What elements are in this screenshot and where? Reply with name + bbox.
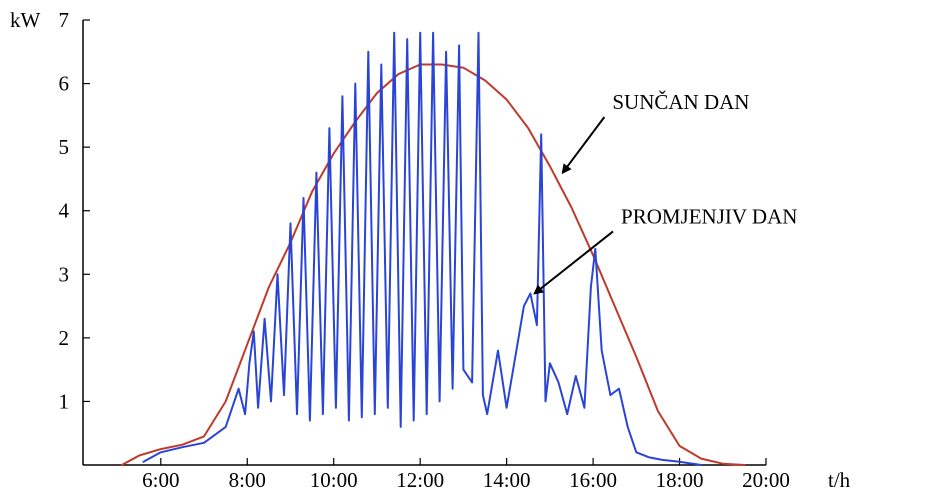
y-tick-label: 5	[59, 135, 70, 159]
y-axis-label: kW	[10, 8, 41, 32]
y-tick-label: 7	[59, 8, 70, 32]
series-line-1	[142, 31, 703, 466]
annotation-label: SUNČAN DAN	[612, 90, 749, 114]
y-tick-label: 2	[59, 326, 70, 350]
label-layer: kW t/h	[10, 8, 851, 492]
x-tick-label: 14:00	[483, 468, 531, 492]
series-layer	[120, 31, 746, 466]
y-tick-label: 4	[59, 199, 70, 223]
x-tick-label: 12:00	[396, 468, 444, 492]
x-tick-label: 10:00	[310, 468, 358, 492]
y-tick-label: 6	[59, 72, 70, 96]
x-tick-label: 16:00	[569, 468, 617, 492]
x-tick-label: 20:00	[742, 468, 790, 492]
x-tick-label: 18:00	[656, 468, 704, 492]
axes: 1 2 3 4 5 6 7 6:00 8:00 10:00 12:00 14:00 16:00 18:00…	[59, 8, 790, 492]
annotation-arrow	[533, 230, 614, 295]
x-tick-label: 8:00	[229, 468, 266, 492]
series-line-0	[120, 63, 746, 466]
y-tick-label: 3	[59, 262, 70, 286]
x-tick-label: 6:00	[142, 468, 179, 492]
annotation-layer: SUNČAN DAN PROMJENJIV DAN	[533, 90, 797, 295]
annotation-label: PROMJENJIV DAN	[621, 204, 797, 228]
x-axis-label: t/h	[828, 468, 851, 492]
annotation-arrow	[561, 116, 606, 175]
y-tick-label: 1	[59, 389, 70, 413]
